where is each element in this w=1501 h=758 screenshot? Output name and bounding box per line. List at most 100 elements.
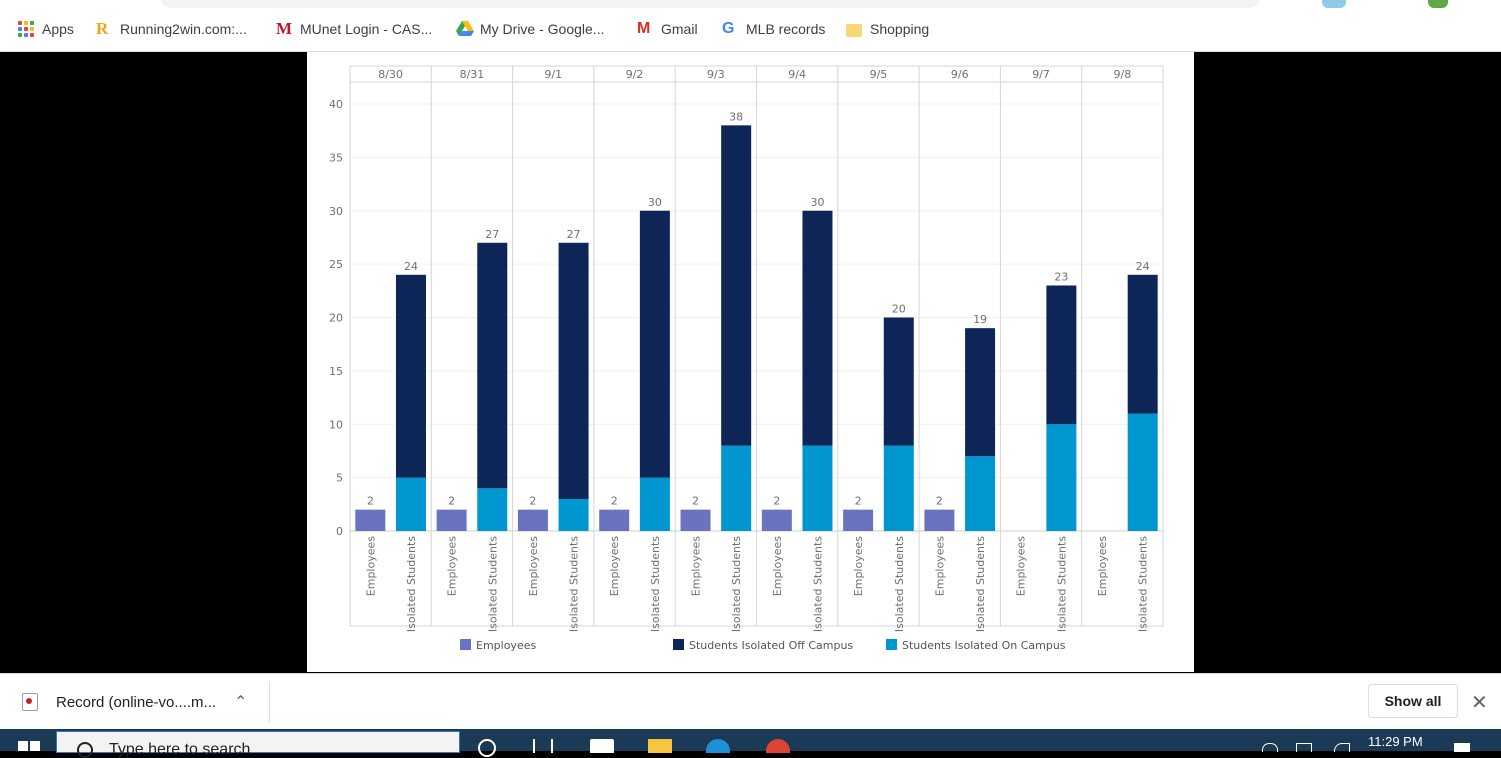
- subcategory-label: Employees: [690, 536, 703, 596]
- legend-swatch: [673, 639, 684, 650]
- employees-total-label: 2: [367, 495, 374, 508]
- on-campus-bar-segment: [802, 445, 833, 531]
- file-explorer-icon[interactable]: [648, 739, 672, 753]
- notification-icon[interactable]: [1454, 743, 1470, 752]
- chrome-icon[interactable]: [766, 739, 790, 753]
- subcategory-label: Employees: [1015, 536, 1028, 596]
- employees-total-label: 2: [936, 495, 943, 508]
- subcategory-label: Isolated Students: [405, 536, 418, 632]
- google-drive-icon: [456, 21, 474, 37]
- bookmark-gmail[interactable]: M Gmail: [637, 18, 698, 40]
- miami-m-icon: M: [276, 19, 293, 38]
- profile-avatar[interactable]: [1428, 0, 1448, 8]
- employees-total-label: 2: [773, 495, 780, 508]
- students-total-label: 27: [485, 228, 499, 241]
- students-total-label: 27: [567, 228, 581, 241]
- on-campus-bar-segment: [477, 488, 508, 531]
- network-icon[interactable]: [1296, 743, 1312, 752]
- date-header-label: 9/7: [1032, 68, 1050, 81]
- bookmark-shopping[interactable]: Shopping: [846, 18, 929, 40]
- subcategory-label: Employees: [527, 536, 540, 596]
- employees-bar: [599, 509, 630, 531]
- download-item[interactable]: Record (online-vo....m...: [22, 690, 216, 714]
- gmail-icon: M: [637, 20, 651, 37]
- off-campus-bar-segment: [395, 274, 426, 478]
- employees-total-label: 2: [692, 495, 699, 508]
- employees-bar: [843, 509, 874, 531]
- employees-total-label: 2: [855, 495, 862, 508]
- legend-swatch: [886, 639, 897, 650]
- date-header-label: 8/30: [378, 68, 403, 81]
- employees-bar: [761, 509, 792, 531]
- bookmarks-bar: Apps R Running2win.com:... M MUnet Login…: [0, 0, 1501, 52]
- edge-icon[interactable]: [706, 739, 730, 753]
- students-total-label: 38: [729, 110, 743, 123]
- legend-label: Students Isolated On Campus: [902, 639, 1066, 652]
- subcategory-label: Employees: [608, 536, 621, 596]
- employees-total-label: 2: [529, 495, 536, 508]
- on-campus-bar-segment: [395, 477, 426, 531]
- subcategory-label: Employees: [771, 536, 784, 596]
- task-view-icon[interactable]: [533, 739, 553, 753]
- search-icon: [77, 742, 93, 758]
- employees-bar: [680, 509, 711, 531]
- subcategory-label: Isolated Students: [1055, 536, 1068, 632]
- extension-icon[interactable]: [1322, 0, 1346, 8]
- legend-swatch: [460, 639, 471, 650]
- subcategory-label: Employees: [933, 536, 946, 596]
- on-campus-bar-segment: [1127, 413, 1158, 531]
- on-campus-bar-segment: [965, 456, 996, 531]
- bookmark-label: MLB records: [746, 21, 826, 37]
- off-campus-bar-segment: [883, 317, 914, 446]
- windows-start-icon[interactable]: [18, 741, 40, 751]
- bookmark-google-drive[interactable]: My Drive - Google...: [456, 18, 604, 40]
- students-total-label: 30: [648, 196, 662, 209]
- briefcase-icon[interactable]: [590, 739, 614, 753]
- subcategory-label: Employees: [852, 536, 865, 596]
- bookmark-munet[interactable]: M MUnet Login - CAS...: [276, 18, 432, 40]
- subcategory-label: Isolated Students: [649, 536, 662, 632]
- off-campus-bar-segment: [721, 125, 752, 446]
- running2win-icon: R: [96, 19, 109, 38]
- show-all-button[interactable]: Show all: [1368, 684, 1458, 718]
- subcategory-label: Employees: [1096, 536, 1109, 596]
- on-campus-bar-segment: [558, 498, 589, 531]
- chevron-up-icon[interactable]: ⌃: [234, 694, 248, 711]
- on-campus-bar-segment: [639, 477, 670, 531]
- cortana-icon[interactable]: [478, 739, 496, 757]
- off-campus-bar-segment: [965, 328, 996, 457]
- close-icon[interactable]: ✕: [1471, 692, 1488, 714]
- y-tick-label: 35: [329, 151, 343, 164]
- date-header-label: 9/5: [870, 68, 888, 81]
- students-total-label: 30: [810, 196, 824, 209]
- subcategory-label: Isolated Students: [486, 536, 499, 632]
- date-header-label: 9/2: [626, 68, 644, 81]
- downloads-bar: Record (online-vo....m... ⌃ Show all ✕: [0, 673, 1501, 730]
- off-campus-bar-segment: [477, 242, 508, 489]
- bookmark-label: MUnet Login - CAS...: [300, 21, 433, 37]
- file-icon: [22, 693, 38, 711]
- folder-icon: [846, 23, 862, 37]
- subcategory-label: Employees: [446, 536, 459, 596]
- isolation-bar-chart: 0 5 10 15 20 25 30 35 40 8/30 2 24 Employees Isolated…: [329, 65, 1164, 652]
- bookmark-apps[interactable]: Apps: [18, 18, 74, 40]
- subcategory-label: Isolated Students: [568, 536, 581, 632]
- bookmark-mlb-records[interactable]: G MLB records: [722, 18, 825, 40]
- volume-icon[interactable]: [1334, 743, 1350, 752]
- on-campus-bar-segment: [721, 445, 752, 531]
- y-tick-label: 25: [329, 258, 343, 271]
- subcategory-label: Isolated Students: [730, 536, 743, 632]
- subcategory-label: Isolated Students: [1137, 536, 1150, 632]
- students-total-label: 19: [973, 313, 987, 326]
- employees-total-label: 2: [448, 495, 455, 508]
- address-bar[interactable]: [160, 0, 1260, 8]
- taskbar-search-input[interactable]: Type here to search: [56, 731, 460, 758]
- tray-chevron-icon[interactable]: [1262, 743, 1278, 752]
- subcategory-label: Employees: [364, 536, 377, 596]
- y-tick-label: 20: [329, 312, 343, 325]
- divider: [269, 682, 270, 722]
- date-header-label: 8/31: [460, 68, 485, 81]
- y-tick-label: 40: [329, 98, 343, 111]
- bookmark-label: My Drive - Google...: [480, 21, 605, 37]
- bookmark-running2win[interactable]: R Running2win.com:...: [96, 18, 247, 40]
